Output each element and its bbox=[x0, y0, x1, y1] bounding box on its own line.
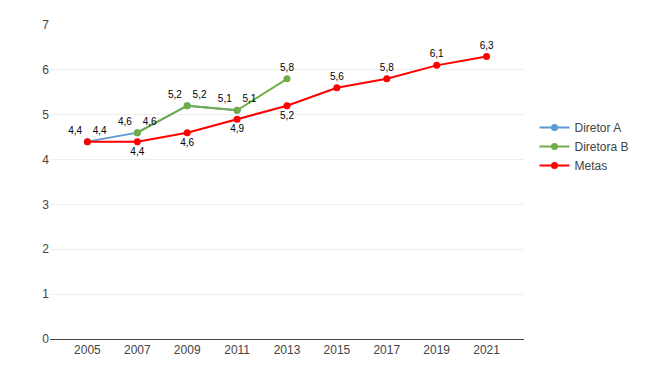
svg-text:Diretor A: Diretor A bbox=[575, 121, 622, 135]
svg-text:1: 1 bbox=[42, 287, 49, 301]
svg-text:Metas: Metas bbox=[575, 159, 608, 173]
svg-text:4: 4 bbox=[42, 153, 49, 167]
svg-text:5,1: 5,1 bbox=[242, 93, 256, 104]
svg-text:6,3: 6,3 bbox=[480, 40, 494, 51]
svg-text:0: 0 bbox=[42, 332, 49, 346]
svg-text:4,6: 4,6 bbox=[143, 116, 157, 127]
svg-text:4,4: 4,4 bbox=[68, 125, 82, 136]
svg-text:5,8: 5,8 bbox=[280, 62, 294, 73]
svg-text:5,2: 5,2 bbox=[168, 89, 182, 100]
svg-text:4,4: 4,4 bbox=[93, 125, 107, 136]
svg-text:2017: 2017 bbox=[373, 343, 400, 357]
svg-text:4,6: 4,6 bbox=[118, 116, 132, 127]
svg-text:2: 2 bbox=[42, 242, 49, 256]
svg-text:2005: 2005 bbox=[74, 343, 101, 357]
svg-text:2015: 2015 bbox=[324, 343, 351, 357]
svg-text:5,6: 5,6 bbox=[330, 71, 344, 82]
svg-text:5,2: 5,2 bbox=[193, 89, 207, 100]
svg-text:7: 7 bbox=[42, 18, 49, 32]
svg-text:Diretora B: Diretora B bbox=[575, 140, 629, 154]
svg-text:5: 5 bbox=[42, 108, 49, 122]
svg-text:4,4: 4,4 bbox=[130, 146, 144, 157]
svg-text:2019: 2019 bbox=[423, 343, 450, 357]
svg-text:2007: 2007 bbox=[124, 343, 151, 357]
svg-text:5,8: 5,8 bbox=[380, 62, 394, 73]
svg-text:6,1: 6,1 bbox=[430, 48, 444, 59]
svg-text:2011: 2011 bbox=[224, 343, 250, 357]
svg-text:4,9: 4,9 bbox=[230, 123, 244, 134]
svg-text:3: 3 bbox=[42, 198, 49, 212]
svg-text:6: 6 bbox=[42, 63, 49, 77]
svg-text:2009: 2009 bbox=[174, 343, 201, 357]
svg-text:4,6: 4,6 bbox=[180, 137, 194, 148]
svg-text:2013: 2013 bbox=[274, 343, 301, 357]
svg-text:5,1: 5,1 bbox=[218, 93, 232, 104]
svg-text:2021: 2021 bbox=[473, 343, 500, 357]
svg-text:5,2: 5,2 bbox=[280, 110, 294, 121]
